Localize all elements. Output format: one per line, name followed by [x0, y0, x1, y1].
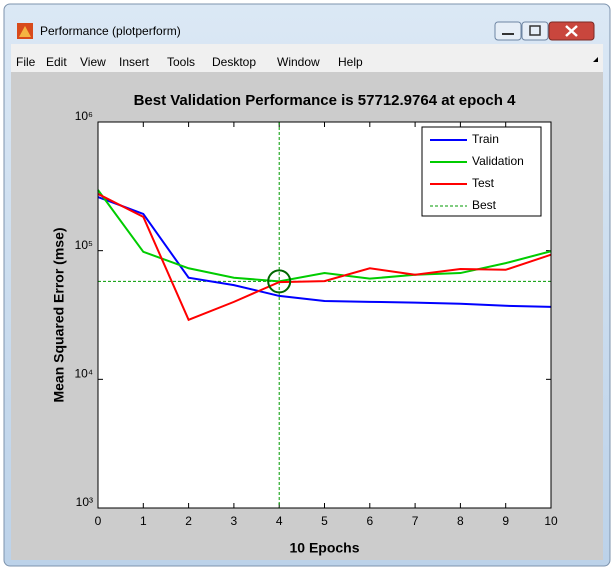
maximize-icon: [529, 25, 541, 36]
series-line: [97, 193, 552, 322]
x-tick-label: 2: [185, 514, 192, 528]
menu-item[interactable]: Edit: [46, 55, 67, 69]
legend-label: Best: [472, 198, 497, 212]
x-tick-label: 10: [544, 514, 558, 528]
y-tick-label: 10⁵: [75, 238, 93, 252]
x-tick-label: 1: [140, 514, 147, 528]
close-icon: [565, 25, 578, 37]
best-marker: [267, 269, 292, 294]
series-line: [97, 196, 552, 308]
x-tick-label: 3: [231, 514, 238, 528]
y-axis-label: Mean Squared Error (mse): [51, 227, 67, 402]
x-tick-label: 6: [366, 514, 373, 528]
minimize-button[interactable]: [494, 21, 522, 41]
x-tick-label: 8: [457, 514, 464, 528]
y-tick-label: 10⁶: [75, 109, 93, 123]
x-tick-label: 0: [95, 514, 102, 528]
window-title: Performance (plotperform): [40, 24, 181, 38]
menu-item[interactable]: Desktop: [212, 55, 256, 69]
menu-item[interactable]: View: [80, 55, 106, 69]
maximize-button[interactable]: [521, 21, 549, 41]
x-tick-label: 7: [412, 514, 419, 528]
legend-label: Train: [472, 132, 499, 146]
x-tick-label: 4: [276, 514, 283, 528]
legend-label: Validation: [472, 154, 524, 168]
chart-title: Best Validation Performance is 57712.976…: [134, 92, 517, 109]
menu-item[interactable]: Tools: [167, 55, 195, 69]
y-tick-label: 10⁴: [74, 367, 93, 381]
menu-item[interactable]: Insert: [119, 55, 150, 69]
menu-bar: [11, 44, 603, 72]
legend-label: Test: [472, 176, 495, 190]
axes-box: [97, 121, 552, 509]
menu-item[interactable]: Help: [338, 55, 363, 69]
menu-arrow: [593, 57, 598, 62]
x-tick-label: 9: [502, 514, 509, 528]
menu-item[interactable]: File: [16, 55, 36, 69]
y-tick-label: 10³: [76, 495, 93, 509]
menu-item[interactable]: Window: [277, 55, 320, 69]
legend-box: [421, 126, 542, 217]
x-axis-label: 10 Epochs: [289, 540, 359, 556]
x-tick-label: 5: [321, 514, 328, 528]
app-icon-shape: [19, 26, 31, 37]
